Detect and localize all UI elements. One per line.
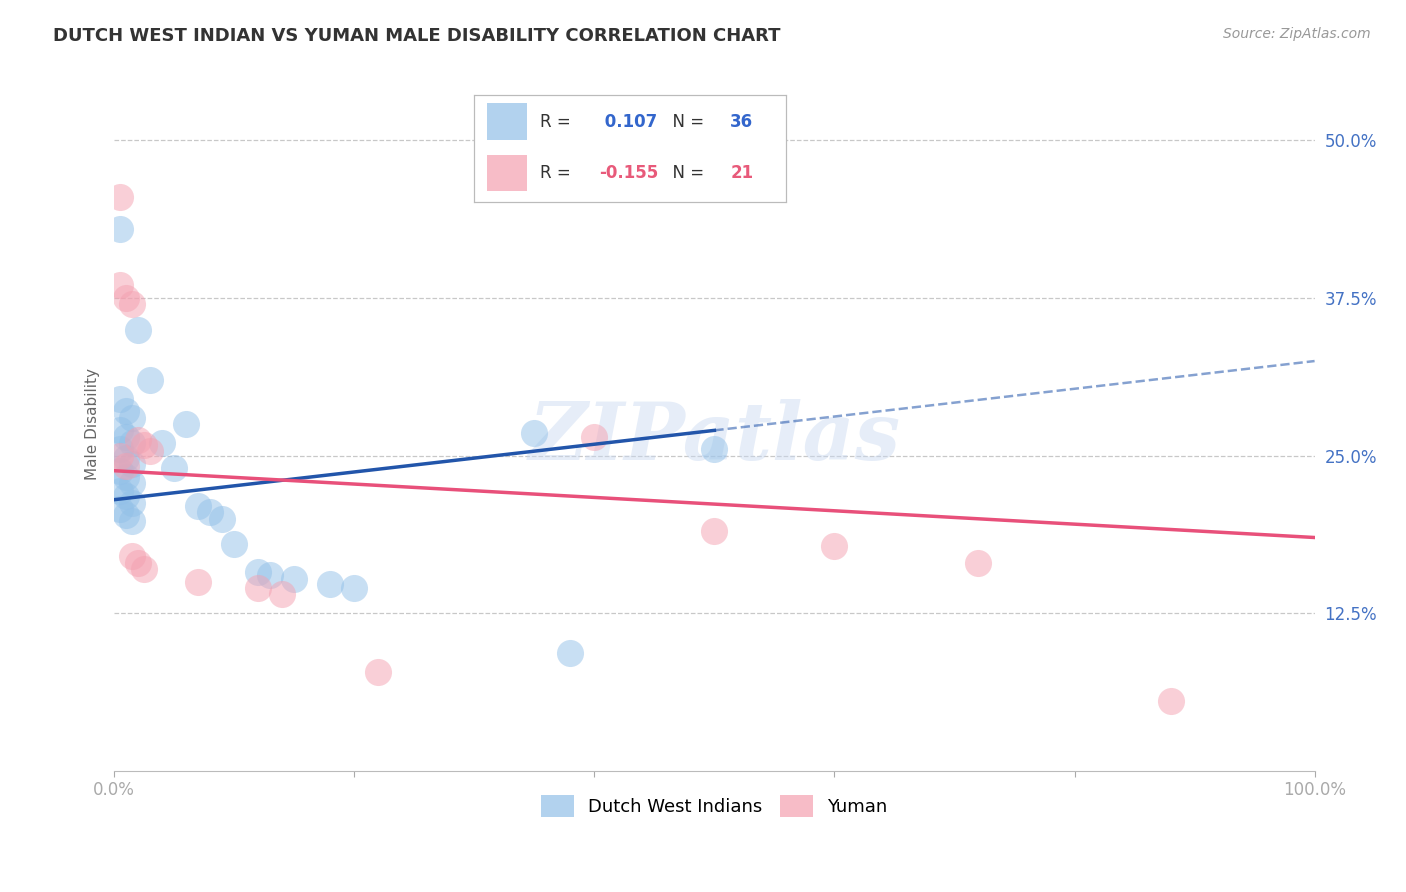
Point bbox=[121, 458, 143, 472]
Point bbox=[115, 458, 138, 473]
Point bbox=[150, 436, 173, 450]
Legend: Dutch West Indians, Yuman: Dutch West Indians, Yuman bbox=[534, 788, 894, 824]
Point bbox=[121, 436, 143, 450]
Point bbox=[121, 297, 143, 311]
Point bbox=[139, 443, 162, 458]
Point bbox=[121, 514, 143, 528]
Y-axis label: Male Disability: Male Disability bbox=[86, 368, 100, 480]
Point bbox=[108, 278, 131, 293]
Point bbox=[115, 489, 138, 503]
Point bbox=[108, 501, 131, 516]
Point bbox=[283, 572, 305, 586]
Point bbox=[967, 556, 990, 570]
Point bbox=[108, 423, 131, 437]
Point bbox=[134, 438, 156, 452]
Point bbox=[108, 464, 131, 478]
Point bbox=[108, 221, 131, 235]
Point bbox=[174, 417, 197, 431]
Point bbox=[121, 410, 143, 425]
Text: DUTCH WEST INDIAN VS YUMAN MALE DISABILITY CORRELATION CHART: DUTCH WEST INDIAN VS YUMAN MALE DISABILI… bbox=[53, 27, 780, 45]
Point bbox=[271, 587, 294, 601]
Point bbox=[127, 322, 149, 336]
Point bbox=[319, 577, 342, 591]
Point bbox=[121, 496, 143, 510]
Point bbox=[823, 539, 845, 553]
Point bbox=[200, 505, 222, 519]
Point bbox=[127, 556, 149, 570]
Point bbox=[259, 568, 281, 582]
Point bbox=[108, 449, 131, 463]
Point bbox=[108, 392, 131, 406]
Point bbox=[187, 574, 209, 589]
Point bbox=[247, 565, 270, 579]
Point bbox=[187, 499, 209, 513]
Point bbox=[115, 404, 138, 418]
Point bbox=[108, 442, 131, 457]
Text: Source: ZipAtlas.com: Source: ZipAtlas.com bbox=[1223, 27, 1371, 41]
Point bbox=[108, 483, 131, 498]
Point bbox=[523, 425, 546, 440]
Point bbox=[247, 581, 270, 595]
Point bbox=[115, 430, 138, 444]
Point bbox=[343, 581, 366, 595]
Point bbox=[115, 291, 138, 305]
Point bbox=[211, 511, 233, 525]
Point bbox=[115, 508, 138, 522]
Point bbox=[115, 470, 138, 484]
Point bbox=[134, 562, 156, 576]
Point bbox=[163, 461, 186, 475]
Point bbox=[121, 549, 143, 564]
Point bbox=[139, 373, 162, 387]
Point bbox=[108, 190, 131, 204]
Point bbox=[703, 524, 725, 539]
Text: ZIPatlas: ZIPatlas bbox=[529, 400, 900, 476]
Point bbox=[1160, 694, 1182, 708]
Point bbox=[115, 451, 138, 466]
Point bbox=[127, 434, 149, 448]
Point bbox=[121, 476, 143, 491]
Point bbox=[560, 647, 582, 661]
Point bbox=[583, 430, 606, 444]
Point bbox=[224, 537, 246, 551]
Point bbox=[367, 665, 389, 680]
Point bbox=[703, 442, 725, 457]
